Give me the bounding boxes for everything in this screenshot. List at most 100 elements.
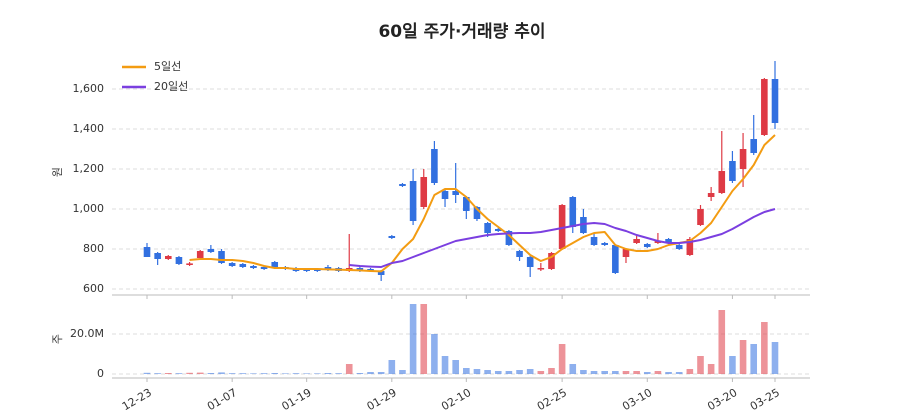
candle-body (601, 243, 608, 245)
volume-bar (356, 373, 364, 374)
volume-bar (473, 369, 481, 374)
candle-body (665, 239, 672, 242)
volume-bar (580, 370, 587, 374)
legend-label: 5일선 (154, 59, 181, 73)
candle-body (505, 231, 513, 245)
candle-body (228, 263, 236, 266)
volume-tick-label: 0 (97, 367, 104, 380)
candle-body (537, 268, 545, 270)
volume-bar (282, 373, 289, 374)
volume-bar (154, 373, 161, 374)
volume-bar (622, 371, 630, 374)
volume-bar (175, 373, 183, 374)
x-tick-label: 03-25 (748, 386, 782, 413)
candle-body (196, 251, 204, 258)
candle-body (516, 251, 523, 257)
candle-body (250, 266, 257, 268)
candle-body (750, 139, 758, 153)
x-tick-label: 02-10 (439, 386, 473, 413)
candle-body (409, 181, 417, 221)
candle-body (186, 263, 193, 265)
volume-bar (314, 373, 321, 374)
volume-bar (633, 371, 640, 374)
volume-bar (516, 370, 523, 374)
volume-tick-label: 20.0M (70, 327, 104, 340)
x-tick-label: 12-23 (120, 386, 154, 413)
volume-bar (218, 372, 225, 374)
x-tick-label: 01-29 (365, 386, 399, 413)
volume-bar (452, 360, 459, 374)
volume-bar (654, 371, 662, 374)
volume-bar (164, 373, 172, 374)
candle-body (761, 79, 768, 135)
chart-title: 60일 주가·거래량 추이 (378, 22, 545, 42)
volume-bar (739, 340, 747, 374)
volume-bar (292, 373, 300, 374)
ma-line (349, 208, 776, 268)
x-tick-label: 02-25 (535, 386, 569, 413)
volume-bar (441, 356, 449, 374)
volume-bar (143, 372, 151, 374)
candle-body (473, 207, 481, 219)
volume-bar (388, 360, 396, 374)
candle-body (622, 249, 630, 257)
candle-body (399, 184, 406, 186)
x-tick-label: 03-20 (705, 386, 739, 413)
candle-body (548, 253, 555, 269)
candle-body (526, 257, 534, 267)
y-tick-label: 1,000 (73, 202, 105, 215)
volume-bar (409, 304, 417, 374)
volume-bar (196, 372, 204, 374)
volume-bar (729, 356, 736, 374)
volume-bar (324, 373, 332, 374)
volume-bar (761, 322, 768, 374)
candle-body (143, 247, 151, 257)
volume-bar (228, 373, 236, 374)
candle-body (154, 253, 161, 259)
candle-body (452, 191, 459, 195)
volume-bar (420, 304, 428, 374)
volume-bar (260, 373, 268, 374)
candle-body (729, 161, 736, 181)
volume-bar (377, 372, 385, 374)
volume-bar (665, 372, 672, 374)
y-tick-label: 800 (83, 242, 104, 255)
x-tick-label: 01-07 (205, 386, 239, 413)
volume-bar (303, 373, 310, 374)
volume-bar (675, 372, 683, 374)
volume-bar (186, 372, 193, 374)
volume-bar (718, 310, 726, 374)
y-tick-label: 1,200 (73, 162, 105, 175)
candle-body (569, 197, 577, 227)
volume-bar (494, 371, 502, 374)
volume-bar (431, 334, 438, 374)
candle-body (377, 271, 385, 275)
y-tick-label: 1,600 (73, 82, 105, 95)
volume-bar (526, 369, 534, 374)
volume-bar (707, 364, 715, 374)
candle-body (697, 209, 704, 225)
candle-body (175, 257, 183, 264)
y-tick-label: 600 (83, 282, 104, 295)
candle-body (388, 236, 396, 238)
volume-bar (569, 364, 577, 374)
x-tick-label: 03-10 (620, 386, 654, 413)
volume-bar (335, 373, 342, 374)
candle-body (164, 256, 172, 259)
volume-bar (548, 368, 555, 374)
volume-bar (697, 356, 704, 374)
candle-body (675, 245, 683, 249)
volume-bar (271, 373, 279, 374)
volume-bar (367, 372, 374, 374)
x-tick-label: 01-19 (279, 386, 313, 413)
candle-body (718, 171, 726, 193)
volume-bar (558, 344, 566, 374)
volume-bar (345, 364, 353, 374)
volume-bar (250, 373, 257, 374)
volume-bar (750, 344, 758, 374)
volume-bar (399, 370, 406, 374)
candle-body (612, 245, 619, 273)
volume-bar (484, 370, 491, 374)
candle-body (686, 239, 694, 255)
